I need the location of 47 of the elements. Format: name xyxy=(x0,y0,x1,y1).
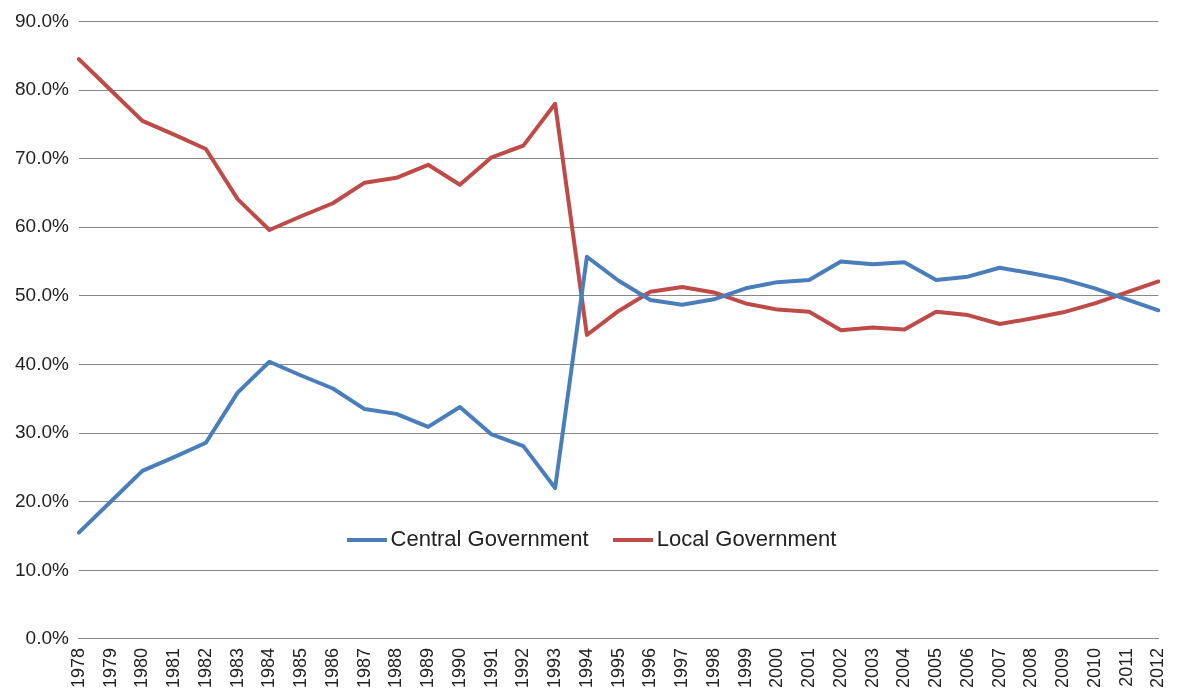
legend-label: Local Government xyxy=(655,526,837,552)
x-tick-label: 1994 xyxy=(575,647,596,688)
x-tick-label: 2009 xyxy=(1052,647,1073,688)
x-tick-label: 1987 xyxy=(353,647,374,688)
x-tick-label: 1986 xyxy=(321,647,342,688)
x-tick-label: 1999 xyxy=(734,647,755,688)
x-tick-label: 1989 xyxy=(417,647,438,688)
x-tick-label: 1996 xyxy=(639,647,660,688)
x-tick-label: 2006 xyxy=(956,647,977,688)
y-tick-label: 90.0% xyxy=(15,9,69,31)
x-tick-label: 1990 xyxy=(448,647,469,688)
x-tick-label: 2007 xyxy=(988,647,1009,688)
x-tick-label: 2008 xyxy=(1020,647,1041,688)
x-tick-label: 2011 xyxy=(1115,647,1136,687)
y-tick-label: 80.0% xyxy=(15,78,69,100)
x-tick-label: 1995 xyxy=(607,647,628,688)
y-tick-label: 60.0% xyxy=(15,215,69,237)
x-tick-label: 1985 xyxy=(290,647,311,688)
y-tick-label: 70.0% xyxy=(15,146,69,168)
x-tick-label: 1981 xyxy=(163,647,184,688)
x-tick-label: 1983 xyxy=(226,647,247,688)
x-tick-label: 1991 xyxy=(480,647,501,688)
x-tick-label: 1978 xyxy=(67,647,88,688)
legend-label: Central Government xyxy=(389,526,589,552)
x-tick-label: 1998 xyxy=(702,647,723,688)
x-tick-label: 2002 xyxy=(829,647,850,688)
y-tick-label: 40.0% xyxy=(15,352,69,374)
x-tick-label: 1988 xyxy=(385,647,406,688)
x-tick-label: 2001 xyxy=(798,647,819,688)
x-tick-label: 2004 xyxy=(893,647,914,688)
x-tick-label: 1982 xyxy=(194,647,215,688)
y-tick-label: 10.0% xyxy=(15,558,69,580)
y-tick-label: 50.0% xyxy=(15,284,69,306)
x-tick-label: 1979 xyxy=(99,647,120,688)
y-tick-label: 20.0% xyxy=(15,489,69,511)
x-tick-label: 2000 xyxy=(766,647,787,688)
x-tick-label: 2005 xyxy=(925,647,946,688)
x-tick-label: 1997 xyxy=(671,647,692,688)
x-tick-label: 1993 xyxy=(544,647,565,688)
y-tick-label: 0.0% xyxy=(25,627,69,649)
y-tick-label: 30.0% xyxy=(15,421,69,443)
x-tick-label: 1992 xyxy=(512,647,533,688)
x-tick-label: 2012 xyxy=(1147,647,1168,688)
x-tick-label: 1980 xyxy=(131,647,152,688)
x-tick-label: 2010 xyxy=(1083,647,1104,688)
x-tick-label: 2003 xyxy=(861,647,882,688)
x-tick-label: 1984 xyxy=(258,647,279,688)
